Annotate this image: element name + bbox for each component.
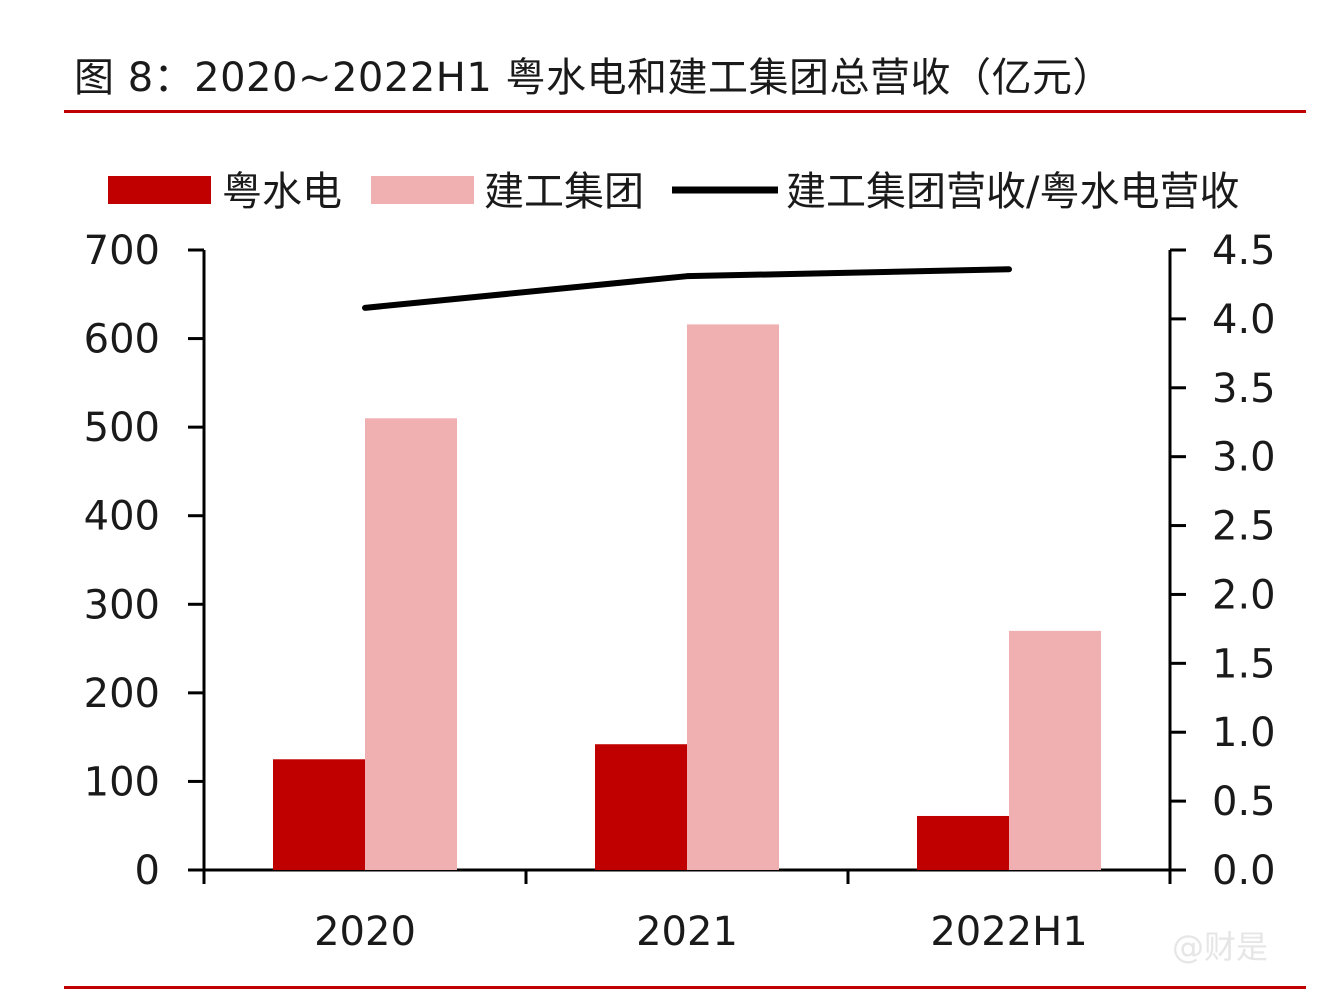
title-rule <box>64 110 1306 113</box>
chart-title: 图 8：2020~2022H1 粤水电和建工集团总营收（亿元） <box>74 55 1114 101</box>
footer-rule <box>64 986 1306 989</box>
left-tick-label: 0 <box>135 848 160 894</box>
left-tick-label: 700 <box>84 228 160 274</box>
left-tick-label: 400 <box>84 494 160 540</box>
right-tick-label: 0.0 <box>1212 848 1276 894</box>
legend-label-ratio: 建工集团营收/粤水电营收 <box>786 169 1239 215</box>
left-tick-label: 100 <box>84 759 160 805</box>
right-tick-label: 2.5 <box>1212 504 1276 550</box>
right-tick-label: 3.0 <box>1212 435 1276 481</box>
x-tick-label: 2020 <box>314 909 416 955</box>
left-tick-label: 600 <box>84 317 160 363</box>
bars <box>273 324 1101 870</box>
x-axis: 2020 2021 2022H1 <box>202 868 1172 955</box>
right-tick-label: 2.0 <box>1212 572 1276 618</box>
legend-label-jian-gong: 建工集团 <box>484 169 644 215</box>
right-tick-label: 1.0 <box>1212 710 1276 756</box>
right-tick-label: 0.5 <box>1212 779 1276 825</box>
bar-jian-gong <box>1009 630 1101 870</box>
left-axis: 0 100 200 300 400 500 600 700 <box>84 228 206 894</box>
right-tick-label: 4.0 <box>1212 297 1276 343</box>
right-tick-label: 3.5 <box>1212 366 1276 412</box>
legend: 粤水电 建工集团 建工集团营收/粤水电营收 <box>108 169 1239 215</box>
left-tick-label: 500 <box>84 405 160 451</box>
left-tick-label: 300 <box>84 582 160 628</box>
watermark: @财是 <box>1172 928 1269 966</box>
right-tick-label: 4.5 <box>1212 228 1276 274</box>
bar-yue-shui-dian <box>595 744 687 870</box>
x-tick-label: 2022H1 <box>930 909 1087 955</box>
ratio-line-group <box>362 266 1012 311</box>
legend-swatch-jian-gong <box>371 176 474 204</box>
ratio-line <box>362 266 1012 311</box>
bar-yue-shui-dian <box>917 815 1009 870</box>
right-tick-label: 1.5 <box>1212 641 1276 687</box>
legend-swatch-yue-shui-dian <box>108 176 211 204</box>
legend-label-yue-shui-dian: 粤水电 <box>222 169 342 215</box>
left-tick-label: 200 <box>84 671 160 717</box>
bar-yue-shui-dian <box>273 759 365 870</box>
x-tick-label: 2021 <box>636 909 738 955</box>
bar-jian-gong <box>365 418 457 870</box>
bar-jian-gong <box>687 324 779 870</box>
right-axis: 0.0 0.5 1.0 1.5 2.0 2.5 3.0 3.5 4.0 4.5 <box>1168 228 1276 894</box>
